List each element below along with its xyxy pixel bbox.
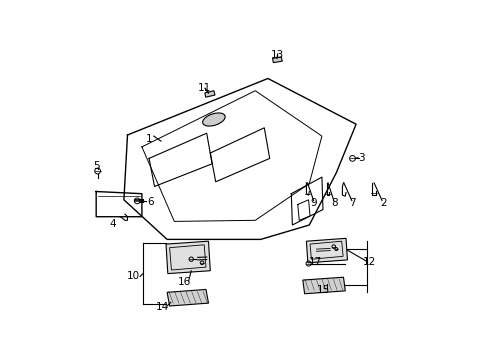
Text: 9: 9 xyxy=(310,198,316,208)
Polygon shape xyxy=(166,241,210,274)
Text: 11: 11 xyxy=(197,83,210,93)
Text: 15: 15 xyxy=(316,285,330,295)
Text: 2: 2 xyxy=(379,198,386,208)
Text: 14: 14 xyxy=(156,302,169,312)
Text: 12: 12 xyxy=(363,257,376,267)
Text: 4: 4 xyxy=(110,219,116,229)
Text: 5: 5 xyxy=(93,161,99,171)
Polygon shape xyxy=(302,277,345,294)
Text: 1: 1 xyxy=(145,134,152,144)
Polygon shape xyxy=(272,57,282,63)
Text: 13: 13 xyxy=(270,50,284,60)
Text: 3: 3 xyxy=(357,153,364,163)
Polygon shape xyxy=(306,238,347,263)
Text: 7: 7 xyxy=(348,198,355,208)
Polygon shape xyxy=(167,289,208,306)
Text: 6: 6 xyxy=(146,197,153,207)
Text: 16: 16 xyxy=(177,276,190,287)
Polygon shape xyxy=(204,91,215,97)
Text: 8: 8 xyxy=(330,198,337,208)
Text: 17: 17 xyxy=(308,257,322,267)
Text: 10: 10 xyxy=(127,271,140,282)
Ellipse shape xyxy=(202,113,224,126)
